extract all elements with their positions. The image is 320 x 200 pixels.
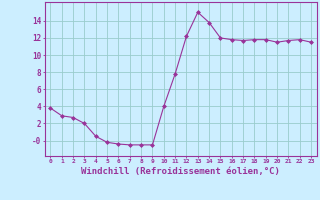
X-axis label: Windchill (Refroidissement éolien,°C): Windchill (Refroidissement éolien,°C)	[81, 167, 280, 176]
